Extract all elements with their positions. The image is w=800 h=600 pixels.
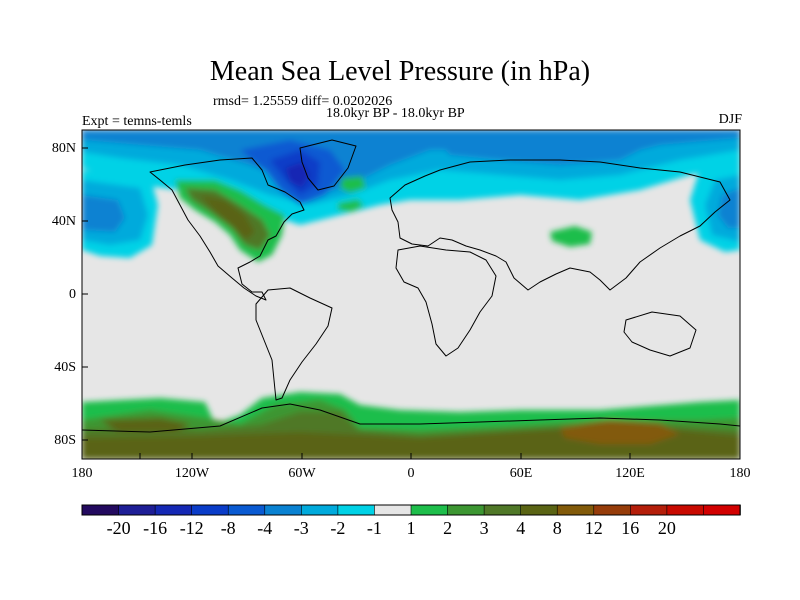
colorbar-label: -1 <box>366 518 382 538</box>
xtick-label: 180 <box>71 466 93 481</box>
region-antarctica-brown <box>560 420 680 444</box>
xtick-label: 180 <box>729 466 751 481</box>
region-north-atlantic-center <box>285 162 310 188</box>
colorbar-swatch <box>483 504 522 516</box>
coastlines <box>82 139 740 433</box>
coast-africa <box>395 245 497 357</box>
pressure-field <box>82 130 740 459</box>
season-label: DJF <box>718 112 742 127</box>
xtick-label: 120W <box>174 466 210 481</box>
colorbar-swatch <box>703 504 741 516</box>
colorbar-swatch <box>374 504 412 516</box>
colorbar <box>81 504 741 516</box>
colorbar-label: 1 <box>406 518 416 538</box>
xtick-label: 0 <box>407 466 415 481</box>
colorbar-label: 4 <box>516 518 526 538</box>
colorbar-swatch <box>520 504 559 516</box>
period-label: 18.0kyr BP - 18.0kyr BP <box>326 106 465 121</box>
colorbar-label: -16 <box>143 518 168 538</box>
stats-label: rmsd= 1.25559 diff= 0.0202026 <box>213 94 393 109</box>
colorbar-label: -8 <box>220 518 236 538</box>
colorbar-swatch <box>410 504 449 516</box>
ytick-label: 40S <box>54 360 76 375</box>
coast-antarctica <box>82 403 740 433</box>
colorbar-label: 8 <box>552 518 562 538</box>
coast-eurasia <box>389 159 731 291</box>
colorbar-label: 3 <box>479 518 489 538</box>
colorbar-label: 20 <box>657 518 676 538</box>
colorbar-swatch <box>556 504 595 516</box>
colorbar-swatch <box>301 504 339 516</box>
colorbar-label: -2 <box>330 518 346 538</box>
map-title: Mean Sea Level Pressure (in hPa) <box>209 56 591 87</box>
colorbar-label: 12 <box>584 518 603 538</box>
colorbar-swatch <box>666 504 705 516</box>
colorbar-swatch <box>118 504 156 516</box>
coast-south-america <box>255 287 333 401</box>
ytick-label: 80N <box>51 141 76 156</box>
ytick-label: 40N <box>51 214 76 229</box>
region-atlantic-green-1 <box>340 176 366 193</box>
colorbar-swatch <box>337 504 376 516</box>
region-atlantic-green-2 <box>338 199 364 212</box>
tick-marks <box>82 147 631 459</box>
region-central-asia-green <box>550 226 592 247</box>
region-north-pacific-core-east <box>718 188 740 228</box>
region-south-pacific-olive <box>100 418 190 432</box>
colorbar-swatch <box>593 504 632 516</box>
experiment-label: Expt = temns-temls <box>82 114 192 129</box>
colorbar-label: 16 <box>621 518 640 538</box>
colorbar-swatch <box>191 504 230 516</box>
colorbar-swatch <box>81 504 120 516</box>
xtick-label: 120E <box>615 466 645 481</box>
ytick-label: 0 <box>69 287 76 302</box>
colorbar-label: -3 <box>293 518 309 538</box>
colorbar-label: 2 <box>443 518 453 538</box>
colorbar-frame <box>81 504 741 516</box>
colorbar-swatch <box>154 504 193 516</box>
region-north-america-core <box>200 195 255 240</box>
region-north-pacific-core <box>82 195 125 232</box>
colorbar-label: -20 <box>106 518 131 538</box>
ytick-label: 80S <box>54 433 76 448</box>
coast-greenland <box>299 139 357 191</box>
coast-north-america <box>149 157 305 301</box>
colorbar-swatch <box>447 504 485 516</box>
colorbar-label: -12 <box>179 518 204 538</box>
colorbar-label: -4 <box>257 518 273 538</box>
colorbar-swatch <box>630 504 668 516</box>
region-siberia-blue <box>430 135 640 165</box>
xtick-label: 60W <box>288 466 316 481</box>
colorbar-swatch <box>227 504 266 516</box>
xtick-label: 60E <box>509 466 533 481</box>
coast-australia <box>623 311 697 357</box>
colorbar-swatch <box>264 504 303 516</box>
